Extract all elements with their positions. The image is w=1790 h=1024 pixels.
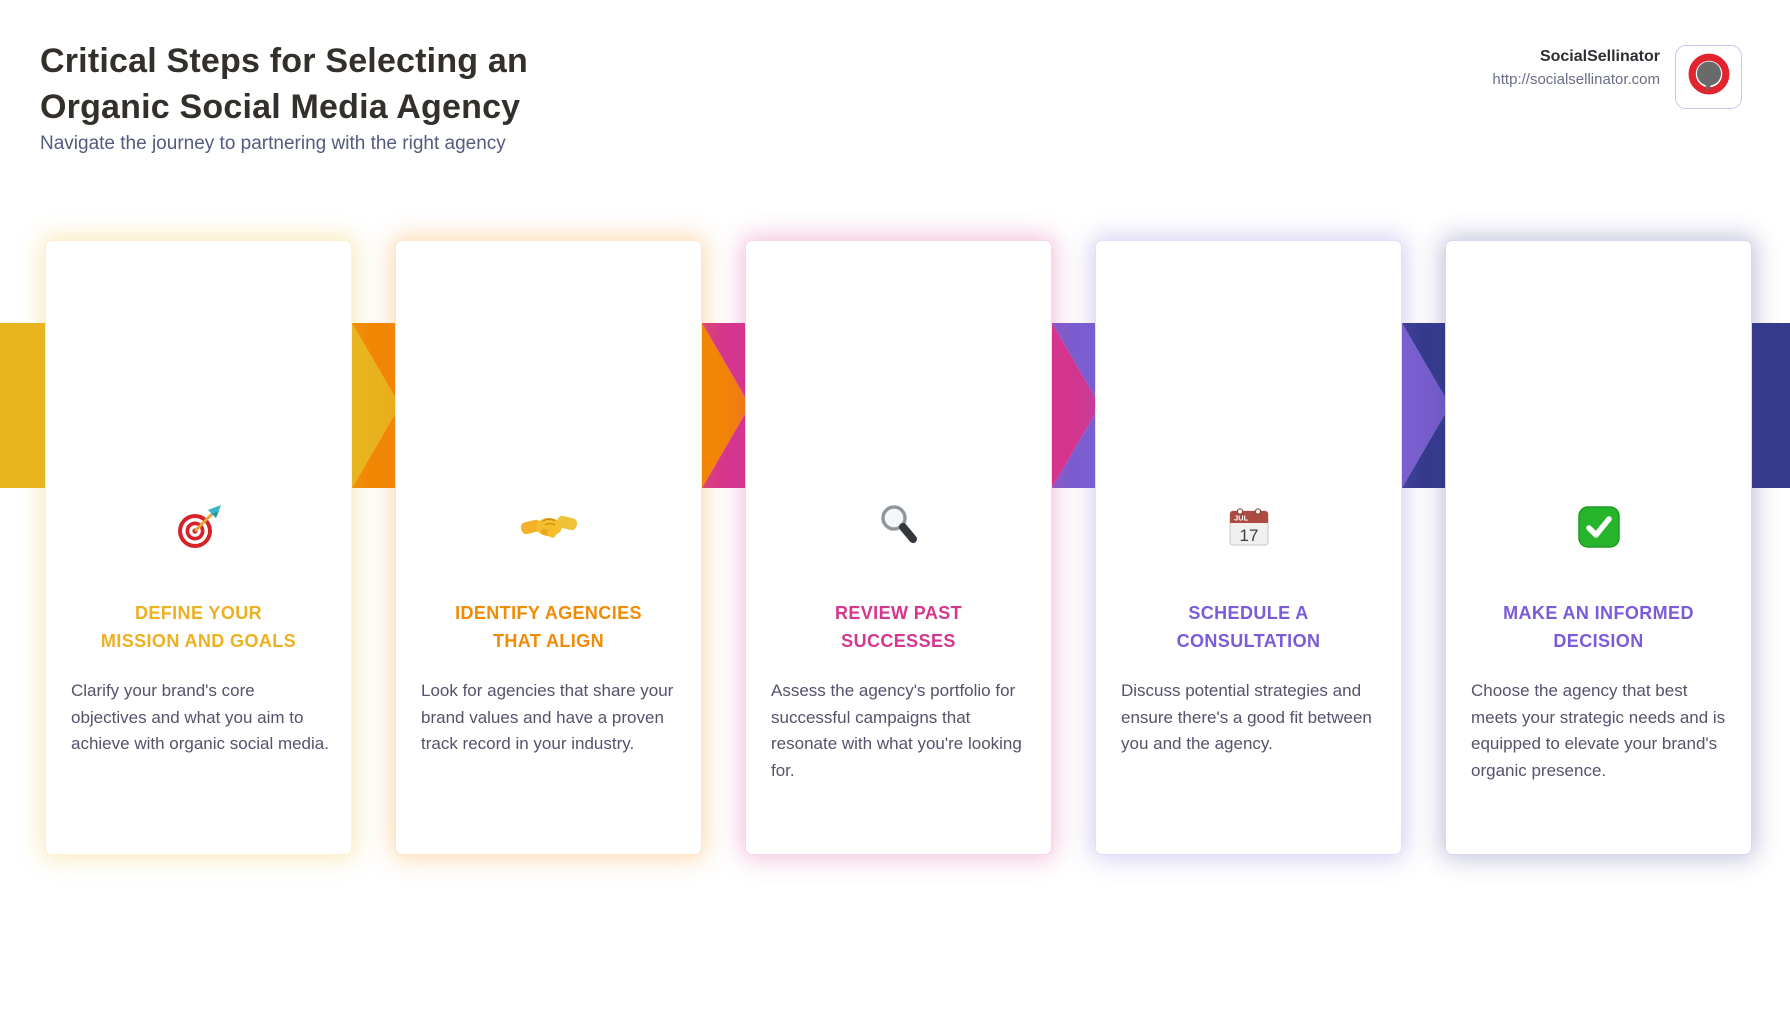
step-card-4: JUL 17 SCHEDULE A CONSULTATION Discuss p…	[1095, 240, 1402, 855]
brand-name: SocialSellinator	[1539, 48, 1660, 65]
calendar-icon: JUL 17	[1096, 499, 1401, 555]
step-title-2: IDENTIFY AGENCIES THAT ALIGN	[396, 599, 701, 655]
step-description-2: Look for agencies that share your brand …	[421, 681, 674, 753]
step-title-5-line1: MAKE AN INFORMED	[1503, 603, 1694, 623]
green-check-icon	[1446, 499, 1751, 555]
step-card-2: IDENTIFY AGENCIES THAT ALIGN Look for ag…	[395, 240, 702, 855]
step-description-5: Choose the agency that best meets your s…	[1471, 681, 1726, 780]
step-title-1-line2: MISSION AND GOALS	[100, 631, 297, 651]
brand-url-link[interactable]: http://socialsellinator.com	[1492, 71, 1660, 88]
page-title: Critical Steps for Selecting an Organic …	[40, 38, 528, 130]
step-description-4: Discuss potential strategies and ensure …	[1121, 681, 1372, 753]
step-title-3-line1: REVIEW PAST	[834, 603, 963, 623]
step-title-4-line1: SCHEDULE A	[1188, 603, 1309, 623]
step-title-2-line1: IDENTIFY AGENCIES	[455, 603, 642, 623]
red-ring-speech-bubble-logo-icon	[1683, 49, 1735, 106]
step-title-5: MAKE AN INFORMED DECISION	[1446, 599, 1751, 655]
step-title-4: SCHEDULE A CONSULTATION	[1096, 599, 1401, 655]
handshake-icon	[396, 499, 701, 555]
target-dart-icon	[46, 499, 351, 555]
step-card-3: REVIEW PAST SUCCESSES Assess the agency'…	[745, 240, 1052, 855]
step-title-1-line1: DEFINE YOUR	[134, 603, 263, 623]
brand-block: SocialSellinator http://socialsellinator…	[1492, 48, 1660, 88]
step-title-3: REVIEW PAST SUCCESSES	[746, 599, 1051, 655]
step-description-3: Assess the agency's portfolio for succes…	[771, 681, 1022, 780]
step-description-1: Clarify your brand's core objectives and…	[71, 681, 329, 753]
page-subtitle: Navigate the journey to partnering with …	[40, 133, 506, 154]
page-title-line2: Organic Social Media Agency	[40, 88, 521, 126]
step-title-5-line2: DECISION	[1553, 631, 1644, 651]
calendar-month-label: JUL	[1234, 514, 1249, 523]
step-title-3-line2: SUCCESSES	[841, 631, 956, 651]
step-title-4-line2: CONSULTATION	[1176, 631, 1321, 651]
step-card-5: MAKE AN INFORMED DECISION Choose the age…	[1445, 240, 1752, 855]
calendar-day-label: 17	[1239, 526, 1258, 545]
page-title-line1: Critical Steps for Selecting an	[40, 42, 528, 80]
step-title-2-line2: THAT ALIGN	[493, 631, 604, 651]
brand-logo	[1675, 45, 1742, 109]
step-card-1: DEFINE YOUR MISSION AND GOALS Clarify yo…	[45, 240, 352, 855]
magnifying-glass-icon	[746, 499, 1051, 555]
step-title-1: DEFINE YOUR MISSION AND GOALS	[46, 599, 351, 655]
